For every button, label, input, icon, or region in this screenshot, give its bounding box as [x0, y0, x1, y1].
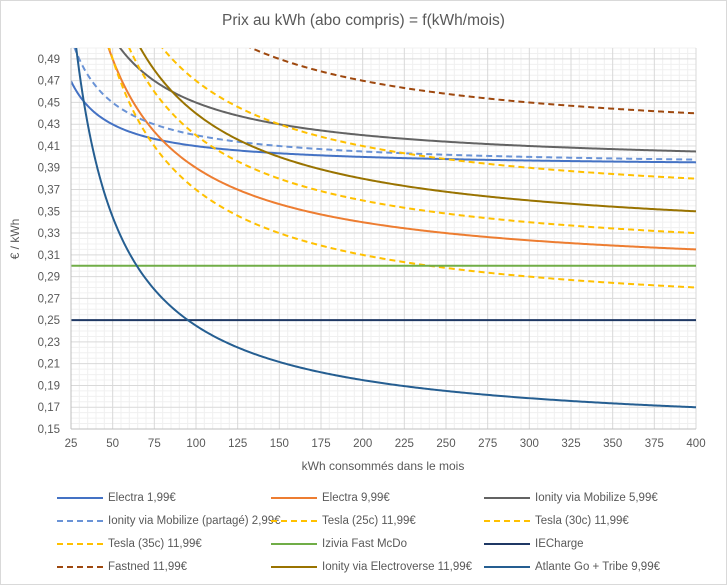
series-line-ionity-via-electroverse-11-99 — [139, 48, 696, 213]
y-tick-label: 0,35 — [38, 206, 60, 218]
legend-label: Ionity via Mobilize (partagé) 2,99€ — [108, 515, 281, 527]
x-tick-label: 175 — [311, 438, 330, 450]
x-tick-label: 300 — [520, 438, 539, 450]
x-tick-label: 225 — [395, 438, 414, 450]
x-tick-label: 150 — [270, 438, 289, 450]
legend-label: Tesla (30c) 11,99€ — [535, 515, 629, 527]
y-tick-label: 0,41 — [38, 141, 60, 153]
legend-swatch — [484, 520, 530, 522]
legend-label: Tesla (25c) 11,99€ — [322, 515, 416, 527]
x-tick-labels: 25 50 75 100 125 150 175 200 225 250 275 300 325 350 3… — [65, 438, 706, 450]
legend-swatch — [271, 497, 317, 499]
x-tick-label: 400 — [686, 438, 705, 450]
legend-item: Electra 1,99€ — [56, 490, 176, 506]
series-line-atlante-go-tribe-9-99 — [75, 48, 696, 409]
legend-item: Ionity via Mobilize 5,99€ — [483, 490, 658, 506]
series-line-ionity-via-mobilize-5-99 — [118, 48, 696, 153]
y-tick-labels: 0,15 0,17 0,19 0,21 0,23 0,25 0,27 0,29 0,31 0,33… — [38, 54, 60, 436]
legend-swatch — [484, 566, 530, 568]
y-tick-label: 0,29 — [38, 272, 60, 284]
y-tick-label: 0,47 — [38, 76, 60, 88]
x-tick-label: 125 — [228, 438, 247, 450]
x-tick-label: 75 — [148, 438, 161, 450]
legend-label: Electra 1,99€ — [108, 492, 176, 504]
x-tick-label: 250 — [436, 438, 455, 450]
legend-swatch — [484, 543, 530, 545]
legend-item: Ionity via Electroverse 11,99€ — [270, 559, 472, 575]
x-tick-label: 25 — [65, 438, 78, 450]
series-line-electra-1-99 — [71, 80, 696, 164]
y-tick-label: 0,25 — [38, 315, 60, 327]
legend-item: IECharge — [483, 536, 584, 552]
legend-swatch — [57, 543, 103, 545]
legend-swatch — [57, 520, 103, 522]
legend-item: Electra 9,99€ — [270, 490, 390, 506]
legend-swatch — [271, 520, 317, 522]
y-tick-label: 0,15 — [38, 424, 60, 436]
axes — [70, 48, 696, 430]
y-tick-label: 0,19 — [38, 380, 60, 392]
chart-title: Prix au kWh (abo compris) = f(kWh/mois) — [222, 12, 505, 29]
series-line-electra-9-99 — [107, 48, 696, 251]
legend-label: Tesla (35c) 11,99€ — [108, 538, 202, 550]
legend-item: Tesla (35c) 11,99€ — [56, 536, 202, 552]
minor-gridlines — [71, 47, 696, 429]
legend-label: Atlante Go + Tribe 9,99€ — [535, 561, 660, 573]
series-line-ionity-via-mobilize-partag-2-99 — [73, 48, 696, 161]
legend-item: Tesla (30c) 11,99€ — [483, 513, 629, 529]
series-line-tesla-30c-11-99 — [128, 48, 696, 235]
x-tick-label: 50 — [106, 438, 119, 450]
x-tick-label: 375 — [645, 438, 664, 450]
y-tick-label: 0,31 — [38, 250, 60, 262]
y-tick-label: 0,17 — [38, 402, 60, 414]
legend-swatch — [271, 543, 317, 545]
series-line-fastned-11-99 — [248, 48, 696, 115]
legend-swatch — [57, 497, 103, 499]
x-tick-label: 100 — [186, 438, 205, 450]
legend-item: Ionity via Mobilize (partagé) 2,99€ — [56, 513, 281, 529]
legend-item: Izivia Fast McDo — [270, 536, 407, 552]
legend-label: Ionity via Electroverse 11,99€ — [322, 561, 473, 573]
legend-item: Tesla (25c) 11,99€ — [270, 513, 416, 529]
legend-swatch — [271, 566, 317, 568]
legend-item: Fastned 11,99€ — [56, 559, 187, 575]
series-layer — [71, 48, 696, 409]
y-tick-label: 0,45 — [38, 97, 60, 109]
y-tick-label: 0,43 — [38, 119, 60, 131]
y-tick-label: 0,21 — [38, 359, 60, 371]
y-tick-label: 0,39 — [38, 163, 60, 175]
y-tick-label: 0,27 — [38, 293, 60, 305]
x-tick-label: 275 — [478, 438, 497, 450]
x-tick-label: 325 — [561, 438, 580, 450]
legend-label: Fastned 11,99€ — [108, 561, 188, 573]
series-line-tesla-35c-11-99 — [161, 48, 696, 180]
series-line-tesla-25c-11-99 — [108, 48, 696, 289]
x-tick-label: 350 — [603, 438, 622, 450]
legend-label: Izivia Fast McDo — [322, 538, 407, 550]
legend: Electra 1,99€ Electra 9,99€ Ionity via Mob… — [0, 486, 727, 581]
y-tick-label: 0,37 — [38, 185, 60, 197]
legend-label: Ionity via Mobilize 5,99€ — [535, 492, 658, 504]
y-tick-label: 0,49 — [38, 54, 60, 66]
y-axis-label: € / kWh — [8, 219, 22, 260]
legend-swatch — [57, 566, 103, 568]
x-tick-label: 200 — [353, 438, 372, 450]
legend-label: Electra 9,99€ — [322, 492, 390, 504]
y-tick-label: 0,33 — [38, 228, 60, 240]
legend-item: Atlante Go + Tribe 9,99€ — [483, 559, 660, 575]
x-axis-label: kWh consommés dans le mois — [302, 459, 465, 473]
legend-swatch — [484, 497, 530, 499]
legend-label: IECharge — [535, 538, 584, 550]
y-tick-label: 0,23 — [38, 337, 60, 349]
